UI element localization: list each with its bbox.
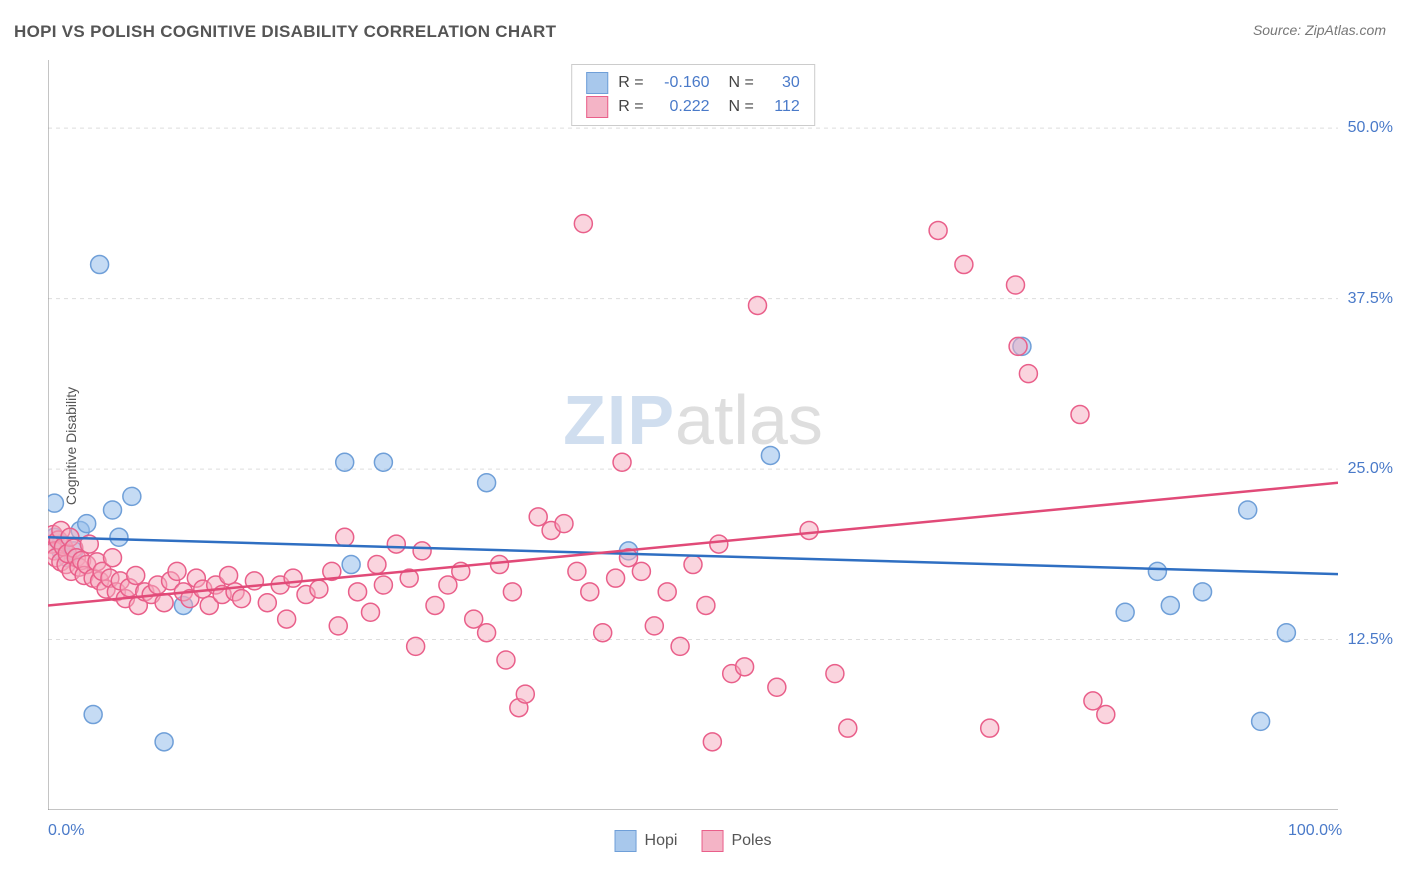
legend-swatch (701, 830, 723, 852)
legend-swatch (586, 72, 608, 94)
series-legend-item: Hopi (615, 830, 678, 852)
y-tick-label: 50.0% (1348, 119, 1393, 137)
n-value: 112 (764, 95, 800, 119)
r-label: R = (618, 95, 643, 119)
legend-swatch (586, 96, 608, 118)
legend-swatch (615, 830, 637, 852)
y-tick-label: 25.0% (1348, 460, 1393, 478)
series-legend: Hopi Poles (615, 830, 772, 852)
r-value: -0.160 (654, 71, 710, 95)
stats-legend: R = -0.160 N = 30 R = 0.222 N = 112 (571, 64, 815, 126)
series-name: Poles (731, 832, 771, 850)
plot-area: ZIPatlas R =-0.160 N =30R =0.222 N =112 … (48, 60, 1338, 810)
x-tick-label: 0.0% (48, 822, 84, 840)
stats-row: R = -0.160 N = 30 (586, 71, 800, 95)
chart-container: HOPI VS POLISH COGNITIVE DISABILITY CORR… (0, 0, 1406, 892)
n-label: N = (720, 71, 754, 95)
y-tick-label: 12.5% (1348, 631, 1393, 649)
r-label: R = (618, 71, 643, 95)
stats-row: R = 0.222 N = 112 (586, 95, 800, 119)
chart-title: HOPI VS POLISH COGNITIVE DISABILITY CORR… (14, 22, 556, 42)
source-label: Source: ZipAtlas.com (1253, 22, 1386, 38)
plot-svg (48, 60, 1338, 810)
x-tick-label: 100.0% (1288, 822, 1342, 840)
series-legend-item: Poles (701, 830, 771, 852)
y-tick-label: 37.5% (1348, 290, 1393, 308)
r-value: 0.222 (654, 95, 710, 119)
n-value: 30 (764, 71, 800, 95)
n-label: N = (720, 95, 754, 119)
series-name: Hopi (645, 832, 678, 850)
